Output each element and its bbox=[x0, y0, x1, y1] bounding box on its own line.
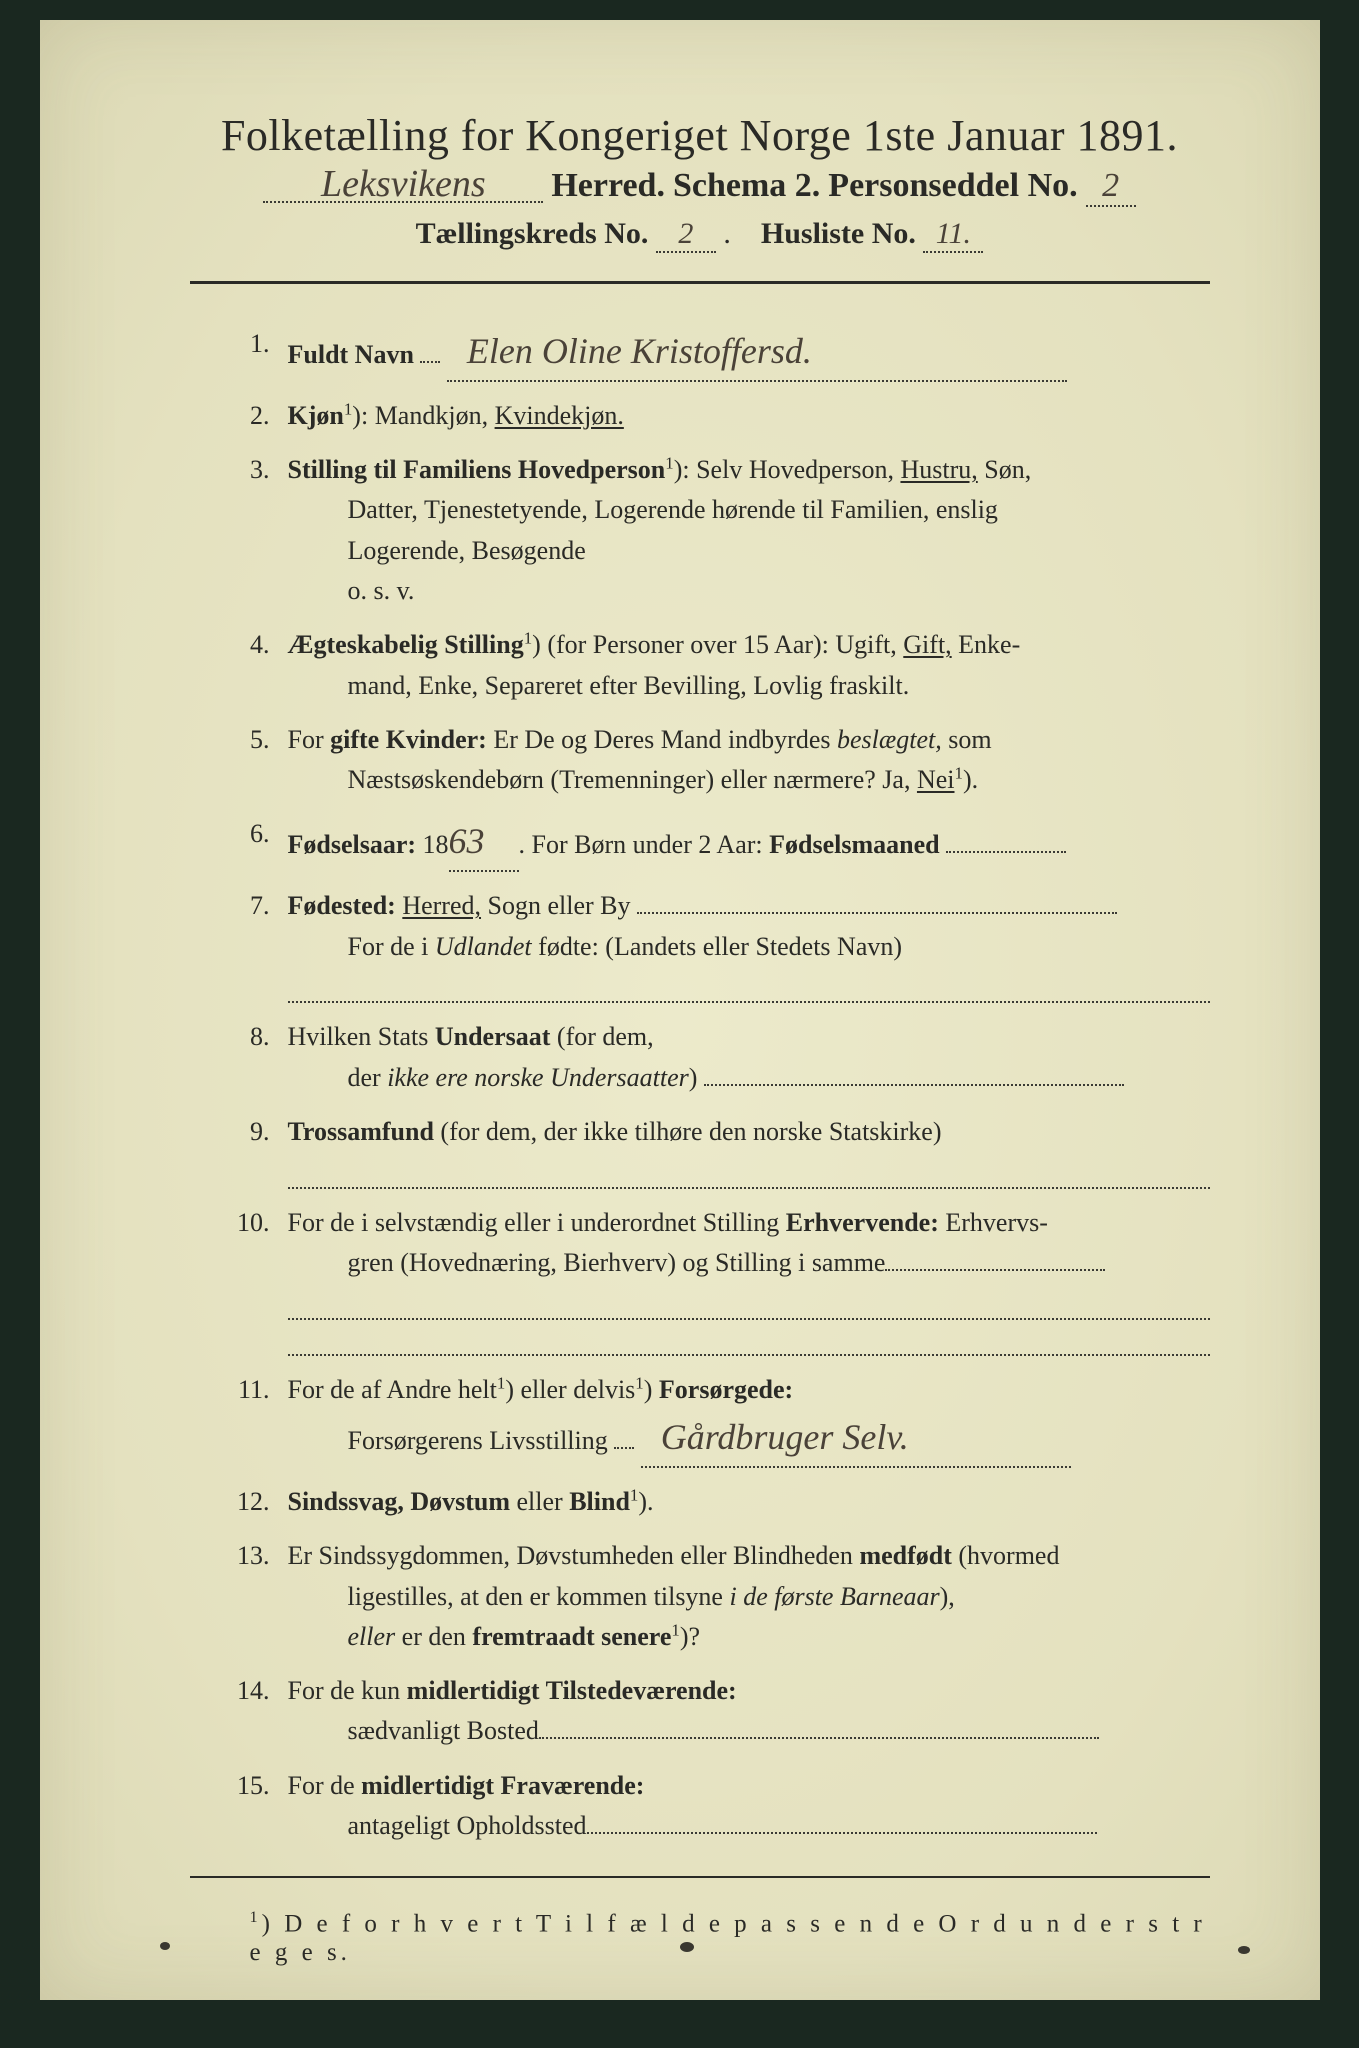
options: Mandkjøn, bbox=[375, 401, 495, 430]
entry-4: 4. Ægteskabelig Stilling1) (for Personer… bbox=[230, 625, 1210, 706]
entry-num: 8. bbox=[230, 1017, 288, 1057]
entry-num: 7. bbox=[230, 886, 288, 926]
entry-5: 5. For gifte Kvinder: Er De og Deres Man… bbox=[230, 720, 1210, 801]
form-entries: 1. Fuldt Navn Elen Oline Kristoffersd. 2… bbox=[190, 324, 1210, 1846]
personseddel-label: Personseddel No. bbox=[828, 167, 1077, 205]
entry-num: 4. bbox=[230, 625, 288, 665]
entry-num: 12. bbox=[230, 1482, 288, 1522]
entry-6: 6. Fødselsaar: 1863. For Børn under 2 Aa… bbox=[230, 814, 1210, 872]
ink-spot bbox=[680, 1942, 694, 1952]
entry-3: 3. Stilling til Familiens Hovedperson1):… bbox=[230, 450, 1210, 611]
label: gifte Kvinder: bbox=[330, 725, 487, 754]
label: Fødselsaar: bbox=[288, 830, 417, 859]
divider-top bbox=[190, 281, 1210, 284]
selected: Herred, bbox=[402, 891, 481, 920]
line: mand, Enke, Separeret efter Bevilling, L… bbox=[288, 666, 1210, 706]
entry-2: 2. Kjøn1): Mandkjøn, Kvindekjøn. bbox=[230, 396, 1210, 436]
third-row: Tællingskreds No. 2 . Husliste No. 11. bbox=[190, 217, 1210, 253]
blank-line bbox=[288, 1283, 1210, 1319]
label: Fødested: bbox=[288, 891, 396, 920]
ink-spot bbox=[1238, 1946, 1250, 1954]
line: Logerende, Besøgende bbox=[288, 531, 1210, 571]
subtitle-row: Leksvikens Herred. Schema 2. Personsedde… bbox=[190, 167, 1210, 207]
entry-num: 2. bbox=[230, 396, 288, 436]
entry-1: 1. Fuldt Navn Elen Oline Kristoffersd. bbox=[230, 324, 1210, 382]
herred-label: Herred. bbox=[551, 167, 665, 205]
husliste-no: 11. bbox=[923, 217, 983, 253]
footnote: 1) D e f o r h v e r t T i l f æ l d e p… bbox=[190, 1908, 1210, 1966]
line: o. s. v. bbox=[288, 571, 1210, 611]
selected: Nei bbox=[917, 765, 955, 794]
selected: Gift, bbox=[903, 630, 951, 659]
taellingskreds-no: 2 bbox=[656, 217, 716, 253]
entry-8: 8. Hvilken Stats Undersaat (for dem, der… bbox=[230, 1017, 1210, 1098]
ink-spot bbox=[160, 1942, 170, 1950]
blank-line bbox=[288, 967, 1210, 1003]
label: Kjøn bbox=[288, 401, 344, 430]
line: Datter, Tjenestetyende, Logerende hørend… bbox=[288, 490, 1210, 530]
entry-14: 14. For de kun midlertidigt Tilstedevære… bbox=[230, 1671, 1210, 1752]
entry-15: 15. For de midlertidigt Fraværende: anta… bbox=[230, 1766, 1210, 1847]
census-form-page: Folketælling for Kongeriget Norge 1ste J… bbox=[40, 20, 1320, 2000]
selected: Kvindekjøn. bbox=[495, 401, 624, 430]
page-title: Folketælling for Kongeriget Norge 1ste J… bbox=[190, 110, 1210, 161]
selected: Hustru, bbox=[900, 455, 977, 484]
entry-9: 9. Trossamfund (for dem, der ikke tilhør… bbox=[230, 1112, 1210, 1189]
birth-year: 63 bbox=[449, 814, 519, 872]
label: Ægteskabelig Stilling bbox=[288, 630, 524, 659]
entry-13: 13. Er Sindssygdommen, Døvstumheden elle… bbox=[230, 1536, 1210, 1657]
schema-label: Schema 2. bbox=[673, 167, 820, 205]
label: Fuldt Navn bbox=[288, 340, 414, 369]
entry-num: 9. bbox=[230, 1112, 288, 1152]
entry-num: 6. bbox=[230, 814, 288, 854]
entry-num: 15. bbox=[230, 1766, 288, 1806]
divider-bottom bbox=[190, 1876, 1210, 1878]
herred-handwritten: Leksvikens bbox=[263, 167, 543, 203]
blank-line bbox=[288, 1320, 1210, 1356]
taellingskreds-label: Tællingskreds No. bbox=[416, 217, 649, 250]
full-name-value: Elen Oline Kristoffersd. bbox=[447, 324, 1067, 382]
provider-occupation: Gårdbruger Selv. bbox=[641, 1410, 1071, 1468]
entry-num: 5. bbox=[230, 720, 288, 760]
husliste-label: Husliste No. bbox=[761, 217, 916, 250]
entry-11: 11. For de af Andre helt1) eller delvis1… bbox=[230, 1370, 1210, 1468]
entry-num: 3. bbox=[230, 450, 288, 490]
personseddel-no: 2 bbox=[1086, 167, 1136, 207]
entry-num: 1. bbox=[230, 324, 288, 364]
entry-12: 12. Sindssvag, Døvstum eller Blind1). bbox=[230, 1482, 1210, 1522]
entry-10: 10. For de i selvstændig eller i underor… bbox=[230, 1203, 1210, 1356]
entry-num: 13. bbox=[230, 1536, 288, 1576]
blank-line bbox=[288, 1152, 1210, 1188]
label: Stilling til Familiens Hovedperson bbox=[288, 455, 666, 484]
entry-num: 14. bbox=[230, 1671, 288, 1711]
entry-num: 10. bbox=[230, 1203, 288, 1243]
entry-num: 11. bbox=[230, 1370, 288, 1410]
entry-7: 7. Fødested: Herred, Sogn eller By For d… bbox=[230, 886, 1210, 1003]
